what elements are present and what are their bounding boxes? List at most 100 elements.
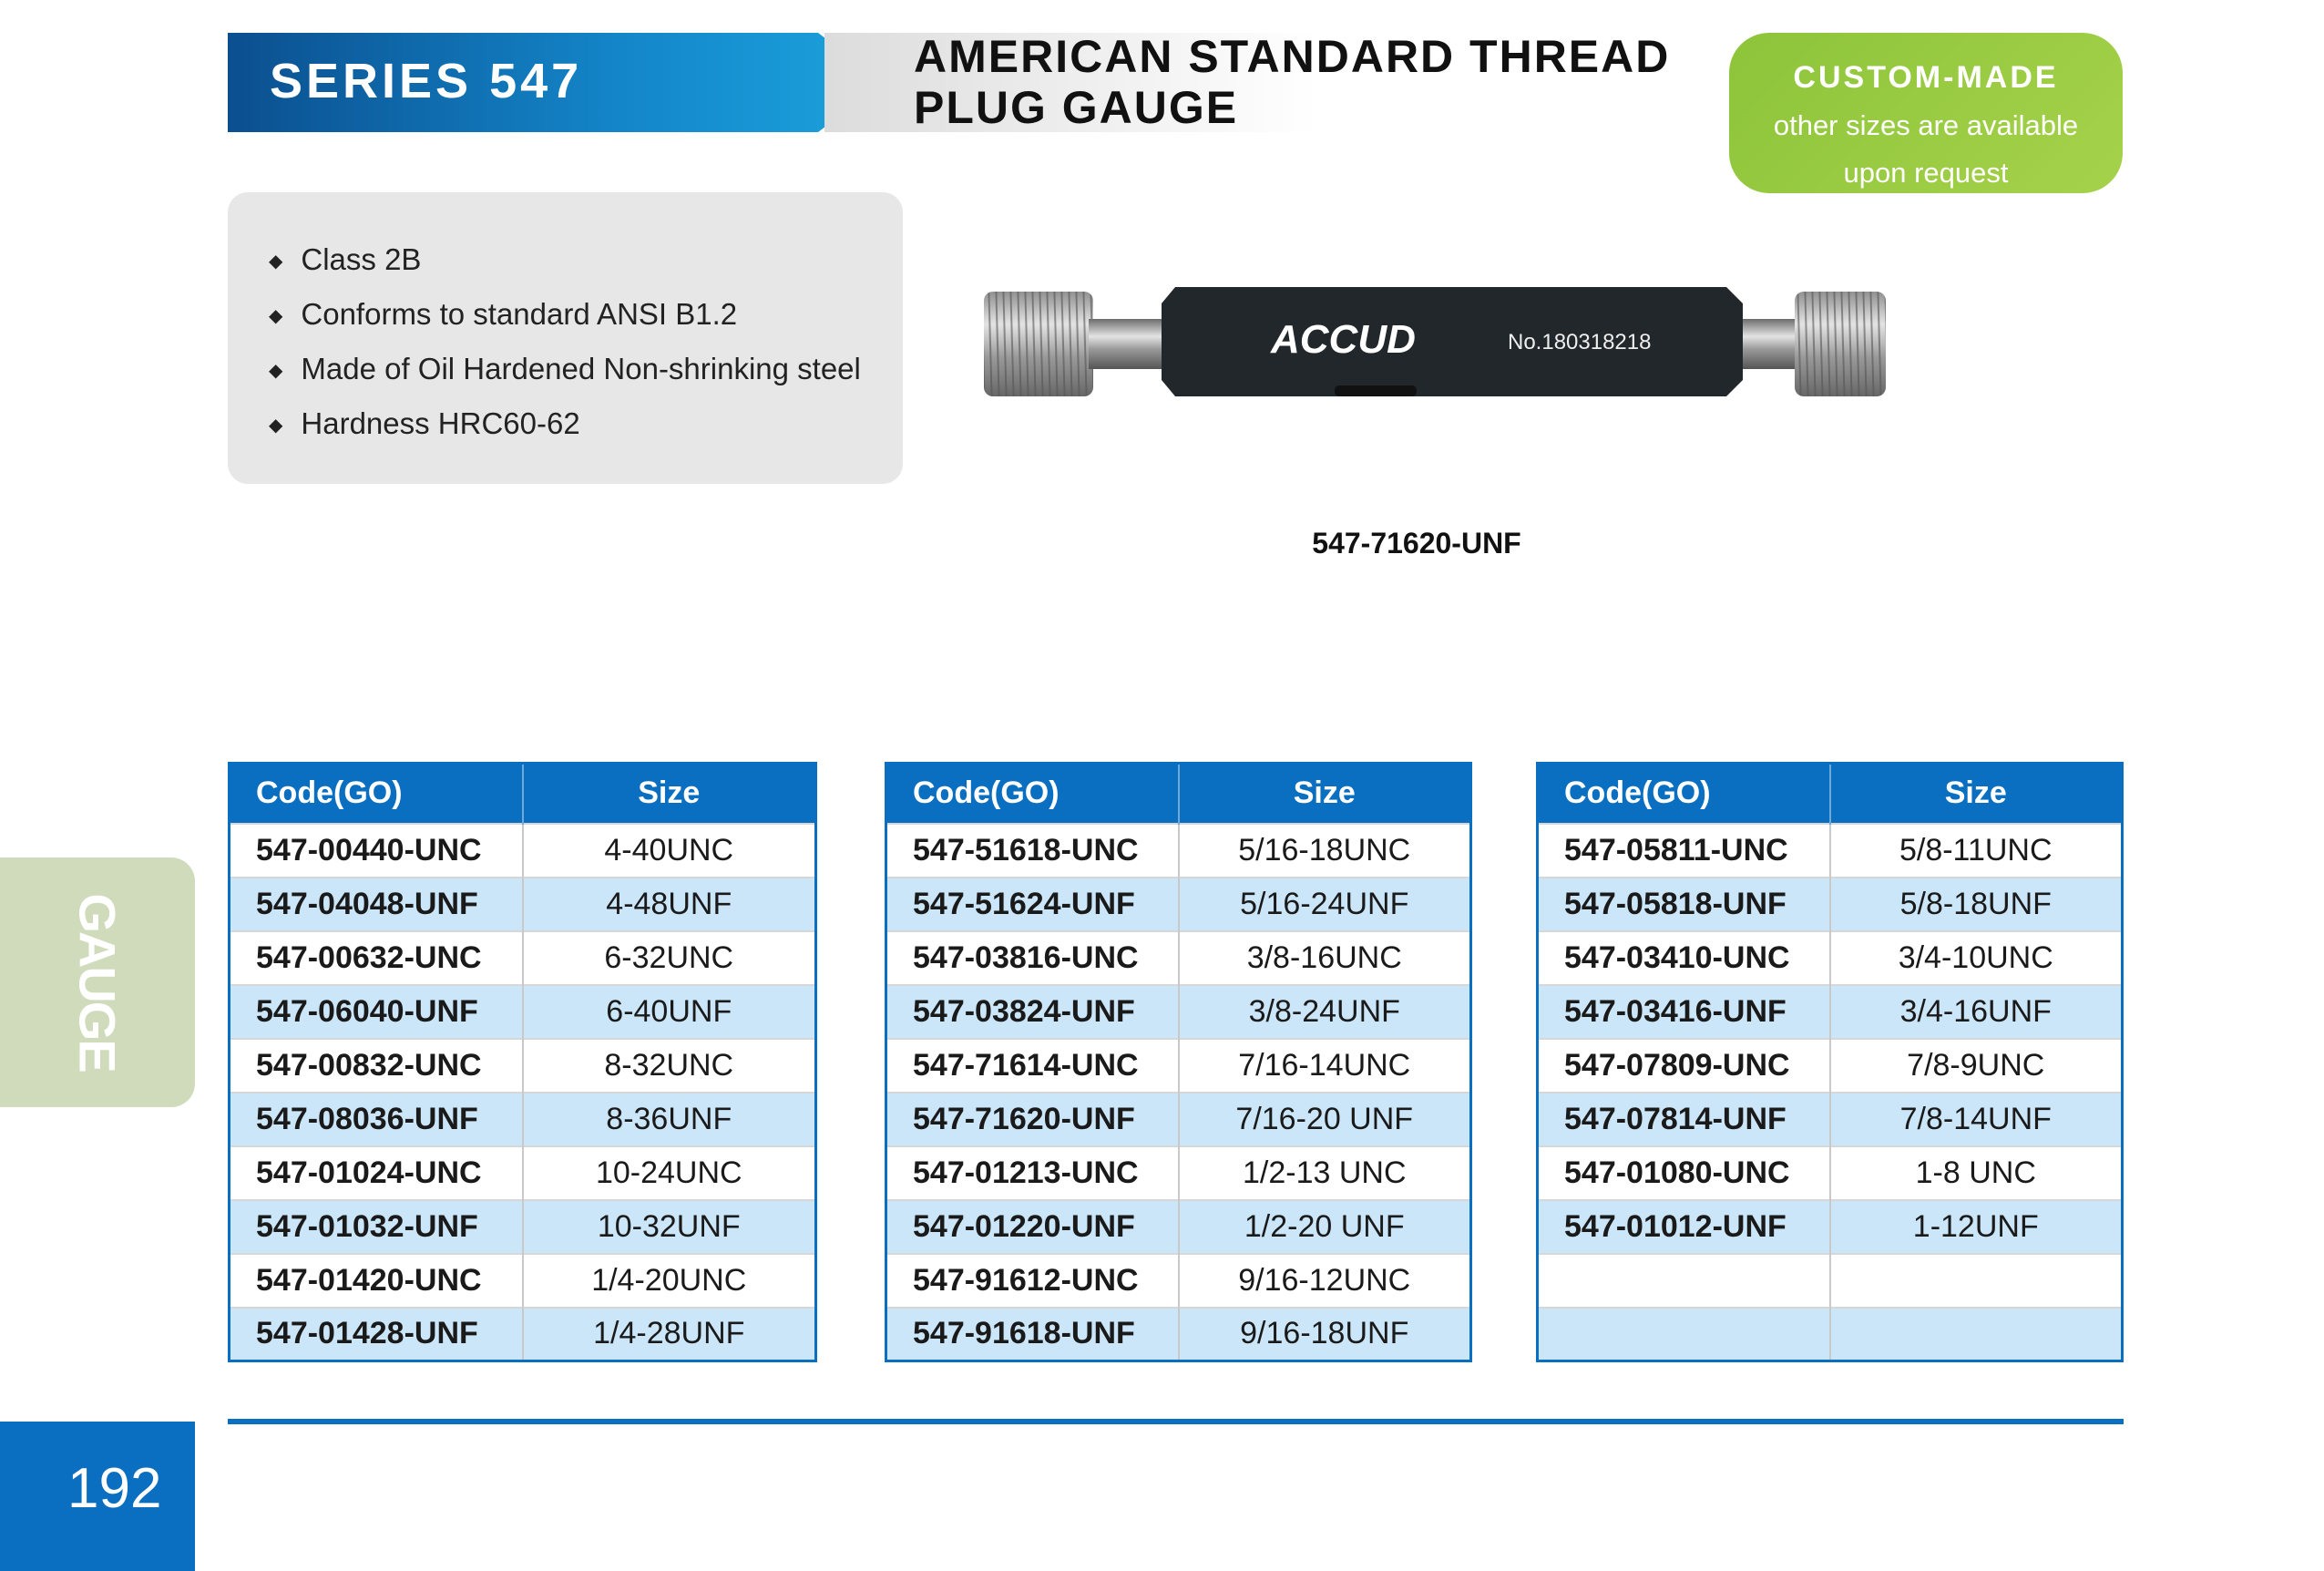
size-cell: 4-40UNC <box>522 822 817 878</box>
size-header: Size <box>1829 763 2124 824</box>
title-banner <box>824 33 1316 132</box>
table-row: 547-71614-UNC 7/16-14UNC <box>886 1037 1472 1093</box>
size-cell: 8-32UNC <box>522 1037 817 1093</box>
size-cell: 10-24UNC <box>522 1145 817 1200</box>
code-cell: 547-01032-UNF <box>229 1198 524 1254</box>
size-cell <box>1829 1306 2124 1361</box>
size-cell: 6-40UNF <box>522 983 817 1039</box>
code-cell: 547-05818-UNF <box>1537 876 1831 931</box>
size-cell: 3/4-16UNF <box>1829 983 2124 1039</box>
size-cell: 3/8-24UNF <box>1178 983 1472 1039</box>
table-row: 547-01420-UNC 1/4-20UNC <box>229 1252 817 1308</box>
footer-divider <box>228 1419 2124 1424</box>
table-row: 547-01024-UNC 10-24UNC <box>229 1145 817 1200</box>
code-cell: 547-05811-UNC <box>1537 822 1831 878</box>
table-row: 547-01012-UNF 1-12UNF <box>1537 1198 2124 1254</box>
feature-text: Class 2B <box>301 242 422 276</box>
series-label: SERIES 547 <box>270 54 583 108</box>
table-row: 547-51618-UNC 5/16-18UNC <box>886 822 1472 878</box>
size-cell: 9/16-18UNF <box>1178 1306 1472 1361</box>
section-tab-label: GAUGE <box>68 893 127 1072</box>
code-cell: 547-06040-UNF <box>229 983 524 1039</box>
size-cell: 7/8-9UNC <box>1829 1037 2124 1093</box>
code-cell: 547-08036-UNF <box>229 1091 524 1146</box>
feature-item: ◆ Hardness HRC60-62 <box>269 406 903 461</box>
code-cell: 547-03816-UNC <box>886 929 1180 985</box>
custom-made-badge: CUSTOM-MADE other sizes are available up… <box>1729 33 2123 193</box>
size-cell: 5/16-24UNF <box>1178 876 1472 931</box>
code-cell: 547-51624-UNF <box>886 876 1180 931</box>
size-cell: 1/4-20UNC <box>522 1252 817 1308</box>
code-header: Code(GO) <box>1537 763 1831 824</box>
code-cell: 547-00632-UNC <box>229 929 524 985</box>
table-row: 547-51624-UNF 5/16-24UNF <box>886 876 1472 931</box>
size-cell: 9/16-12UNC <box>1178 1252 1472 1308</box>
title-line-2: PLUG GAUGE <box>914 82 1239 133</box>
code-cell: 547-01220-UNF <box>886 1198 1180 1254</box>
table-row: 547-71620-UNF 7/16-20 UNF <box>886 1091 1472 1146</box>
size-cell: 3/4-10UNC <box>1829 929 2124 985</box>
size-cell: 5/8-18UNF <box>1829 876 2124 931</box>
code-cell: 547-03416-UNF <box>1537 983 1831 1039</box>
size-cell: 1-12UNF <box>1829 1198 2124 1254</box>
code-cell: 547-04048-UNF <box>229 876 524 931</box>
size-table-2: Code(GO) Size 547-51618-UNC 5/16-18UNC 547-5… <box>885 762 1472 1362</box>
size-cell: 6-32UNC <box>522 929 817 985</box>
code-header: Code(GO) <box>886 763 1180 824</box>
size-cell: 1-8 UNC <box>1829 1145 2124 1200</box>
code-cell: 547-91618-UNF <box>886 1306 1180 1361</box>
table-row: 547-91612-UNC 9/16-12UNC <box>886 1252 1472 1308</box>
size-cell: 1/2-13 UNC <box>1178 1145 1472 1200</box>
table-header-row: Code(GO) Size <box>886 763 1472 824</box>
size-cell: 4-48UNF <box>522 876 817 931</box>
size-cell: 5/8-11UNC <box>1829 822 2124 878</box>
code-cell: 547-01080-UNC <box>1537 1145 1831 1200</box>
size-cell: 10-32UNF <box>522 1198 817 1254</box>
feature-item: ◆ Made of Oil Hardened Non-shrinking stee… <box>269 352 903 406</box>
size-table-1: Code(GO) Size 547-00440-UNC 4-40UNC 547-0404… <box>228 762 817 1362</box>
code-cell: 547-71614-UNC <box>886 1037 1180 1093</box>
brand-logo: ACCUD <box>1270 317 1416 362</box>
table-row: 547-07814-UNF 7/8-14UNF <box>1537 1091 2124 1146</box>
size-cell: 7/16-14UNC <box>1178 1037 1472 1093</box>
table-header-row: Code(GO) Size <box>229 763 817 824</box>
size-cell: 3/8-16UNC <box>1178 929 1472 985</box>
code-cell: 547-91612-UNC <box>886 1252 1180 1308</box>
table-row: 547-01220-UNF 1/2-20 UNF <box>886 1198 1472 1254</box>
table-row: 547-01080-UNC 1-8 UNC <box>1537 1145 2124 1200</box>
size-table-3: Code(GO) Size 547-05811-UNC 5/8-11UNC 547-05… <box>1536 762 2124 1362</box>
product-caption: 547-71620-UNF <box>1312 527 1521 560</box>
feature-text: Hardness HRC60-62 <box>301 406 580 440</box>
feature-item: ◆ Conforms to standard ANSI B1.2 <box>269 297 903 352</box>
code-cell: 547-07809-UNC <box>1537 1037 1831 1093</box>
size-cell: 1/2-20 UNF <box>1178 1198 1472 1254</box>
code-cell: 547-00832-UNC <box>229 1037 524 1093</box>
table-header-row: Code(GO) Size <box>1537 763 2124 824</box>
code-cell: 547-01213-UNC <box>886 1145 1180 1200</box>
table-row: 547-03410-UNC 3/4-10UNC <box>1537 929 2124 985</box>
bullet-diamond-icon: ◆ <box>269 252 283 272</box>
table-row: 547-01213-UNC 1/2-13 UNC <box>886 1145 1472 1200</box>
table-row <box>1537 1306 2124 1361</box>
feature-item: ◆ Class 2B <box>269 242 903 297</box>
size-cell: 8-36UNF <box>522 1091 817 1146</box>
code-cell <box>1537 1252 1831 1308</box>
table-row: 547-06040-UNF 6-40UNF <box>229 983 817 1039</box>
title-line-1: AMERICAN STANDARD THREAD <box>914 31 1671 82</box>
table-row: 547-00832-UNC 8-32UNC <box>229 1037 817 1093</box>
code-cell: 547-01012-UNF <box>1537 1198 1831 1254</box>
table-row: 547-03824-UNF 3/8-24UNF <box>886 983 1472 1039</box>
code-cell <box>1537 1306 1831 1361</box>
code-cell: 547-01428-UNF <box>229 1306 524 1361</box>
table-row: 547-05818-UNF 5/8-18UNF <box>1537 876 2124 931</box>
size-cell: 7/16-20 UNF <box>1178 1091 1472 1146</box>
plug-gauge-image: ACCUD No.180318218 <box>984 287 1886 396</box>
code-cell: 547-03410-UNC <box>1537 929 1831 985</box>
table-row: 547-05811-UNC 5/8-11UNC <box>1537 822 2124 878</box>
table-row: 547-07809-UNC 7/8-9UNC <box>1537 1037 2124 1093</box>
serial-number: No.180318218 <box>1508 330 1651 354</box>
bullet-diamond-icon: ◆ <box>269 361 283 381</box>
section-tab-gauge: GAUGE <box>0 857 195 1107</box>
table-row: 547-01428-UNF 1/4-28UNF <box>229 1306 817 1361</box>
size-header: Size <box>1178 763 1472 824</box>
